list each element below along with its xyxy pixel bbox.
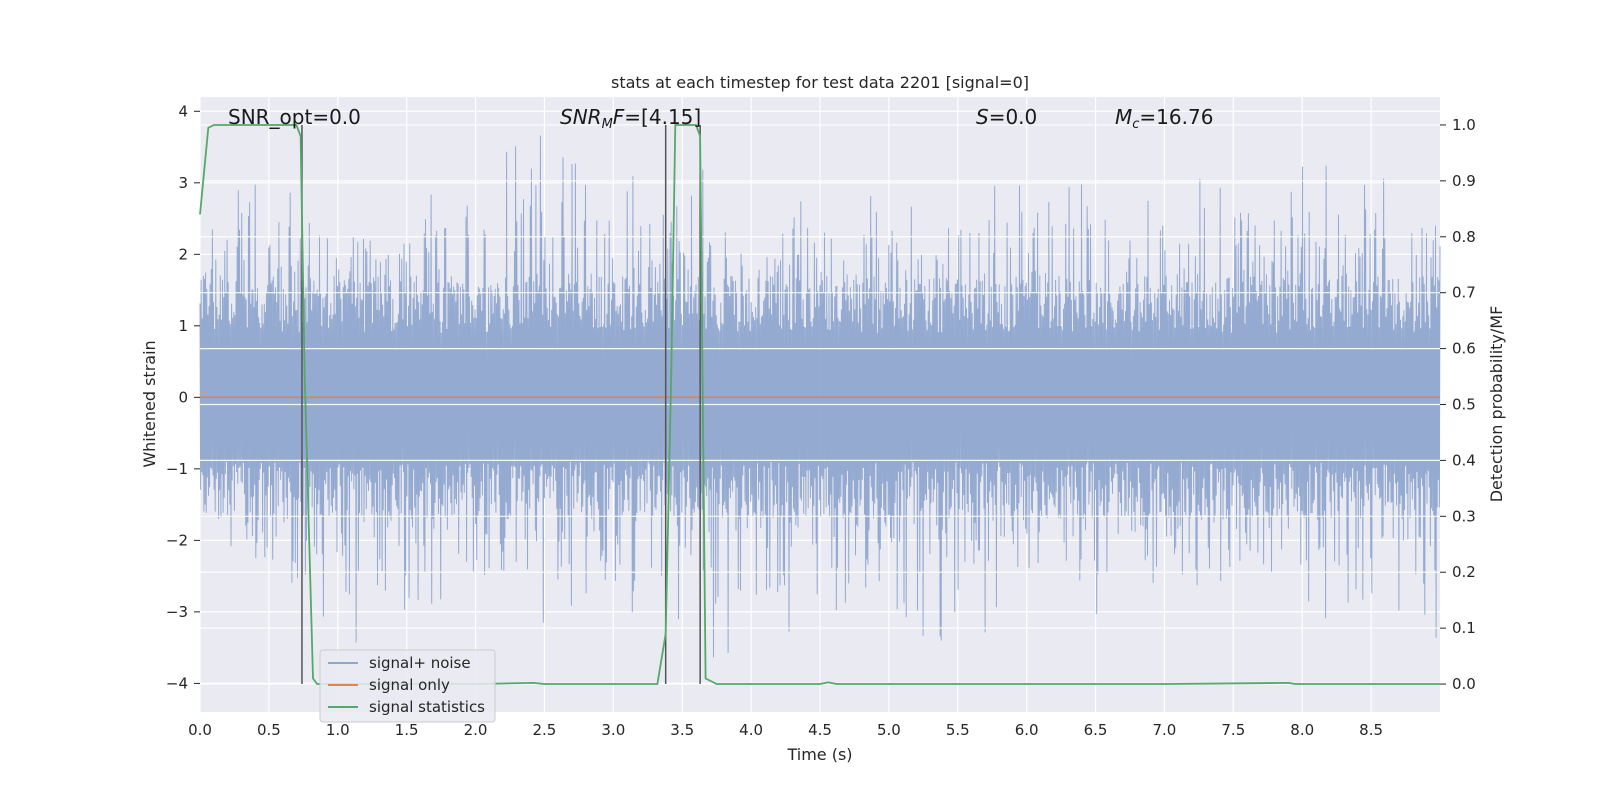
annotation-snr-opt: SNR_opt=0.0 bbox=[228, 105, 361, 129]
annotation-mc-subscript: c bbox=[1132, 117, 1139, 132]
y2-tick-label: 0.3 bbox=[1452, 507, 1476, 525]
legend-label-signal-only: signal only bbox=[369, 676, 450, 694]
y-tick-label: −4 bbox=[166, 674, 188, 692]
y2-tick-labels: 1.0 0.9 0.8 0.7 0.6 0.5 0.4 0.3 0.2 0.1 0.0 bbox=[1440, 116, 1476, 693]
signal-noise-series bbox=[199, 135, 1441, 658]
y2-tick-label: 0.8 bbox=[1452, 228, 1476, 246]
annotation-snr-mf: SNRMF=[4.15] bbox=[560, 105, 701, 132]
x-tick-label: 8.5 bbox=[1359, 721, 1383, 739]
signal-statistics-series bbox=[199, 124, 1440, 685]
x-tick-label: 1.0 bbox=[326, 721, 350, 739]
x-tick-label: 7.0 bbox=[1153, 721, 1177, 739]
legend: signal+ noise signal only signal statist… bbox=[319, 649, 496, 723]
x-tick-label: 0.5 bbox=[257, 721, 281, 739]
y-tick-label: 3 bbox=[178, 174, 188, 192]
y2-tick-label: 0.2 bbox=[1452, 563, 1476, 581]
y-tick-label: −1 bbox=[166, 460, 188, 478]
x-tick-label: 4.0 bbox=[739, 721, 763, 739]
x-tick-label: 2.5 bbox=[533, 721, 557, 739]
x-tick-label: 1.5 bbox=[395, 721, 419, 739]
x-tick-label: 5.0 bbox=[877, 721, 901, 739]
x-tick-label: 0.0 bbox=[188, 721, 212, 739]
annotation-s-value: =0.0 bbox=[989, 105, 1038, 129]
y2-tick-label: 0.7 bbox=[1452, 284, 1476, 302]
x-tick-labels: 0.0 0.5 1.0 1.5 2.0 2.5 3.0 3.5 4.0 4.5 5.0 5.5 6.0 6… bbox=[188, 721, 1383, 739]
annotation-s-symbol: S bbox=[976, 105, 989, 129]
annotation-snr-mf-subscript: M bbox=[602, 117, 613, 132]
y-axis-label: Whitened strain bbox=[140, 340, 159, 467]
x-axis-label: Time (s) bbox=[786, 745, 852, 764]
y2-tick-label: 0.0 bbox=[1452, 675, 1476, 693]
annotation-s: S=0.0 bbox=[976, 105, 1037, 129]
annotation-mc: Mc=16.76 bbox=[1115, 105, 1213, 132]
y-tick-labels: 4 3 2 1 0 −1 −2 −3 −4 bbox=[166, 102, 200, 692]
y-tick-label: 4 bbox=[178, 102, 188, 120]
legend-label-signal-noise: signal+ noise bbox=[369, 654, 471, 672]
x-tick-label: 6.5 bbox=[1084, 721, 1108, 739]
y-tick-label: 1 bbox=[178, 317, 188, 335]
x-tick-label: 7.5 bbox=[1221, 721, 1245, 739]
y-tick-label: −2 bbox=[166, 531, 188, 549]
x-tick-label: 5.5 bbox=[946, 721, 970, 739]
x-tick-label: 6.0 bbox=[1015, 721, 1039, 739]
legend-label-signal-statistics: signal statistics bbox=[369, 698, 485, 716]
annotation-snr-mf-suffix: F bbox=[613, 105, 625, 129]
y2-tick-label: 1.0 bbox=[1452, 116, 1476, 134]
y2-tick-label: 0.5 bbox=[1452, 396, 1476, 414]
x-tick-label: 3.0 bbox=[601, 721, 625, 739]
y-tick-label: 2 bbox=[178, 245, 188, 263]
annotation-mc-value: =16.76 bbox=[1139, 105, 1213, 129]
y-tick-label: −3 bbox=[166, 603, 188, 621]
y2-tick-label: 0.4 bbox=[1452, 451, 1476, 469]
x-tick-label: 4.5 bbox=[808, 721, 832, 739]
y2-axis-label: Detection probability/MF bbox=[1487, 306, 1506, 503]
annotation-snr-mf-value: =[4.15] bbox=[624, 105, 701, 129]
legend-box bbox=[319, 649, 496, 723]
x-tick-label: 8.0 bbox=[1290, 721, 1314, 739]
y2-tick-label: 0.9 bbox=[1452, 172, 1476, 190]
y2-tick-label: 0.1 bbox=[1452, 619, 1476, 637]
annotation-snr-mf-symbol: SNR bbox=[560, 105, 602, 129]
y2-tick-label: 0.6 bbox=[1452, 340, 1476, 358]
annotation-mc-symbol: M bbox=[1115, 105, 1132, 129]
y-tick-label: 0 bbox=[178, 388, 188, 406]
x-tick-label: 3.5 bbox=[670, 721, 694, 739]
signal-statistics-line bbox=[199, 124, 1440, 685]
signal-noise-line bbox=[199, 135, 1441, 658]
chart-title: stats at each timestep for test data 220… bbox=[611, 73, 1029, 92]
x-tick-label: 2.0 bbox=[464, 721, 488, 739]
